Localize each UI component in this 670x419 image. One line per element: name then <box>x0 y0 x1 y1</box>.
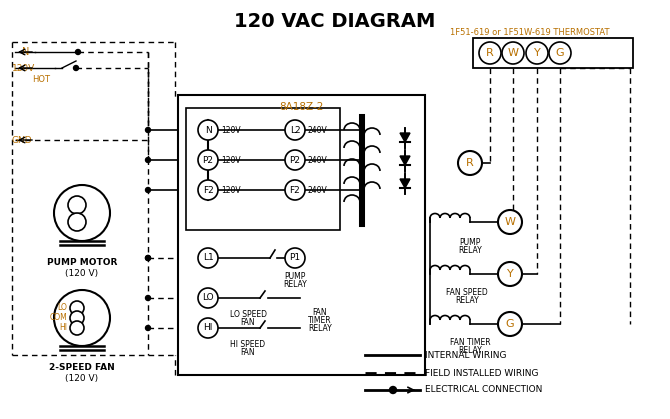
Circle shape <box>145 158 151 163</box>
Circle shape <box>389 386 397 393</box>
Circle shape <box>70 321 84 335</box>
Text: R: R <box>466 158 474 168</box>
Circle shape <box>285 120 305 140</box>
Circle shape <box>145 256 151 261</box>
Text: HI: HI <box>203 323 212 333</box>
Text: 2-SPEED FAN: 2-SPEED FAN <box>49 363 115 372</box>
Circle shape <box>54 185 110 241</box>
Text: 120V: 120V <box>221 186 241 194</box>
Circle shape <box>198 318 218 338</box>
Text: FAN: FAN <box>241 318 255 327</box>
Circle shape <box>198 150 218 170</box>
Circle shape <box>285 150 305 170</box>
Text: FIELD INSTALLED WIRING: FIELD INSTALLED WIRING <box>425 368 539 378</box>
FancyBboxPatch shape <box>186 108 340 230</box>
Text: FAN: FAN <box>313 308 328 317</box>
Text: 120V: 120V <box>221 126 241 134</box>
Circle shape <box>70 301 84 315</box>
Circle shape <box>498 312 522 336</box>
Circle shape <box>68 196 86 214</box>
Polygon shape <box>400 156 410 165</box>
Circle shape <box>285 248 305 268</box>
Circle shape <box>198 120 218 140</box>
Circle shape <box>70 311 84 325</box>
Text: PUMP: PUMP <box>460 238 480 247</box>
Circle shape <box>145 127 151 132</box>
Text: LO: LO <box>57 303 67 313</box>
Text: HI: HI <box>59 323 67 333</box>
Circle shape <box>145 326 151 331</box>
Polygon shape <box>400 179 410 188</box>
Circle shape <box>145 256 151 261</box>
Text: RELAY: RELAY <box>283 280 307 289</box>
Circle shape <box>498 262 522 286</box>
Text: Y: Y <box>507 269 513 279</box>
Text: COM: COM <box>50 313 67 323</box>
Circle shape <box>76 49 80 54</box>
Text: F2: F2 <box>202 186 213 194</box>
Polygon shape <box>400 133 410 142</box>
Text: RELAY: RELAY <box>455 296 479 305</box>
Circle shape <box>198 180 218 200</box>
Text: F2: F2 <box>289 186 300 194</box>
Text: P2: P2 <box>289 155 301 165</box>
Text: G: G <box>555 48 564 58</box>
Text: 1F51-619 or 1F51W-619 THERMOSTAT: 1F51-619 or 1F51W-619 THERMOSTAT <box>450 28 610 37</box>
Circle shape <box>68 213 86 231</box>
Text: FAN TIMER: FAN TIMER <box>450 338 490 347</box>
Text: N: N <box>22 47 29 57</box>
Circle shape <box>498 210 522 234</box>
Circle shape <box>526 42 548 64</box>
FancyBboxPatch shape <box>473 38 633 68</box>
Text: Y: Y <box>533 48 541 58</box>
Text: RELAY: RELAY <box>458 346 482 355</box>
Text: GND: GND <box>12 135 33 145</box>
Text: R: R <box>486 48 494 58</box>
Text: FAN SPEED: FAN SPEED <box>446 288 488 297</box>
Text: LO: LO <box>202 293 214 303</box>
Text: 8A18Z-2: 8A18Z-2 <box>279 102 323 112</box>
Text: 120V: 120V <box>12 64 36 72</box>
Text: 120V: 120V <box>221 155 241 165</box>
Circle shape <box>198 288 218 308</box>
Text: ELECTRICAL CONNECTION: ELECTRICAL CONNECTION <box>425 385 543 395</box>
Text: HOT: HOT <box>32 75 50 83</box>
Text: PUMP MOTOR: PUMP MOTOR <box>47 258 117 267</box>
Circle shape <box>198 248 218 268</box>
Text: LO SPEED: LO SPEED <box>230 310 267 319</box>
Text: W: W <box>507 48 519 58</box>
Text: INTERNAL WIRING: INTERNAL WIRING <box>425 351 507 360</box>
Circle shape <box>479 42 501 64</box>
Text: TIMER: TIMER <box>308 316 332 325</box>
Circle shape <box>145 187 151 192</box>
FancyBboxPatch shape <box>178 95 425 375</box>
Text: 240V: 240V <box>308 186 328 194</box>
Text: G: G <box>506 319 515 329</box>
Text: RELAY: RELAY <box>308 324 332 333</box>
Circle shape <box>502 42 524 64</box>
Circle shape <box>145 295 151 300</box>
Circle shape <box>285 180 305 200</box>
Text: (120 V): (120 V) <box>66 269 98 278</box>
Text: P2: P2 <box>202 155 214 165</box>
Text: N: N <box>204 126 211 134</box>
Text: RELAY: RELAY <box>458 246 482 255</box>
Circle shape <box>54 290 110 346</box>
Text: 240V: 240V <box>308 126 328 134</box>
Text: L1: L1 <box>202 253 213 262</box>
Text: 240V: 240V <box>308 155 328 165</box>
Circle shape <box>74 65 78 70</box>
Text: W: W <box>505 217 515 227</box>
Text: P1: P1 <box>289 253 301 262</box>
Text: 120 VAC DIAGRAM: 120 VAC DIAGRAM <box>234 12 436 31</box>
Circle shape <box>549 42 571 64</box>
Text: HI SPEED: HI SPEED <box>230 340 265 349</box>
Circle shape <box>458 151 482 175</box>
Text: (120 V): (120 V) <box>66 374 98 383</box>
Text: PUMP: PUMP <box>284 272 306 281</box>
Text: L2: L2 <box>289 126 300 134</box>
Text: FAN: FAN <box>241 348 255 357</box>
